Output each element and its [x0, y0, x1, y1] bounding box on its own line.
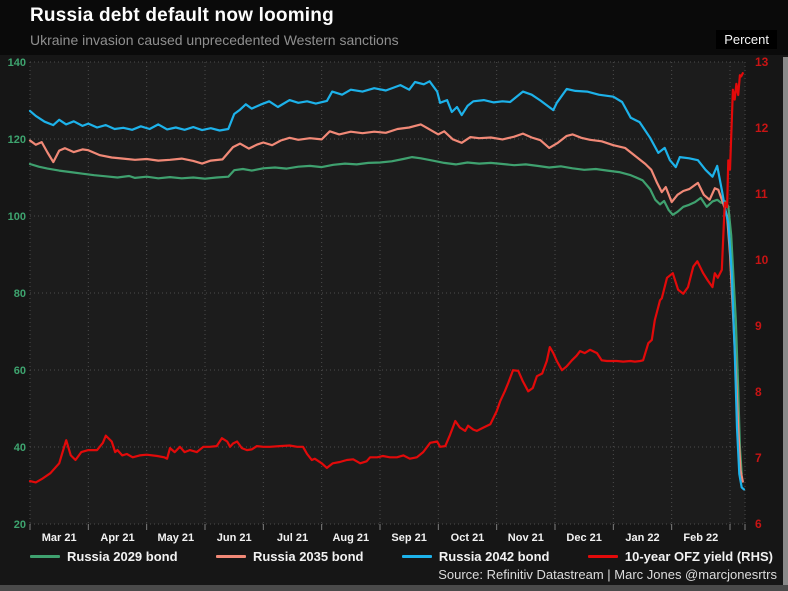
x-axis-tick-label: Oct 21: [451, 532, 485, 544]
series-line-10-year-ofz-yield-rhs-: [28, 72, 744, 484]
right-axis-tick-label: 13: [755, 55, 769, 69]
legend-item-russia-2029-bond: Russia 2029 bond: [30, 549, 178, 564]
right-axis-tick-label: 7: [755, 451, 762, 465]
x-axis-tick-label: May 21: [157, 532, 194, 544]
legend-swatch-green: [30, 554, 60, 558]
chart-svg: 140 120 100 80 60 40 20 13 12 11 10 9 8 7 6 Mar 21 Apr 2…: [8, 55, 769, 544]
plot-area: [30, 62, 745, 524]
x-axis-tick-label: Sep 21: [391, 532, 426, 544]
left-axis-tick-label: 140: [8, 57, 26, 69]
legend-label: Russia 2029 bond: [67, 548, 178, 564]
chart-title: Russia debt default now looming: [30, 5, 334, 26]
x-axis-tick-label: Mar 21: [42, 532, 77, 544]
left-axis-tick-label: 120: [8, 134, 26, 146]
legend: Russia 2029 bond Russia 2035 bond Russia…: [30, 547, 773, 565]
chart-header: [0, 0, 788, 55]
series-line-russia-2042-bond: [28, 80, 746, 491]
source-attribution: Source: Refinitiv Datastream | Marc Jone…: [438, 567, 777, 582]
x-axis-tick-label: Jul 21: [277, 532, 308, 544]
legend-label: Russia 2042 bond: [438, 548, 550, 564]
x-axis-tick-label: Aug 21: [332, 532, 369, 544]
x-axis-tick-label: Dec 21: [566, 532, 601, 544]
legend-swatch-cyan: [401, 554, 432, 558]
legend-item-russia-2042-bond: Russia 2042 bond: [401, 548, 550, 564]
scrollbar-vertical[interactable]: [783, 57, 788, 585]
right-axis-tick-label: 10: [755, 253, 769, 267]
right-axis-tick-label: 8: [755, 385, 762, 399]
legend-label: Russia 2035 bond: [252, 548, 364, 564]
left-axis-tick-label: 60: [14, 365, 26, 377]
left-axis-tick-label: 80: [14, 288, 26, 300]
x-axis-tick-label: Jan 22: [625, 532, 659, 544]
right-axis-title: Percent: [716, 30, 777, 49]
left-axis-tick-label: 100: [8, 211, 26, 223]
x-axis-tick-label: Jun 21: [217, 532, 252, 544]
x-axis-tick-label: Feb 22: [683, 532, 718, 544]
legend-swatch-salmon: [215, 554, 246, 558]
left-axis-tick-label: 40: [14, 442, 26, 454]
right-axis-tick-label: 6: [755, 517, 762, 531]
scrollbar-horizontal[interactable]: [0, 585, 788, 591]
right-axis-tick-label: 12: [755, 121, 769, 135]
legend-item-russia-2035-bond: Russia 2035 bond: [215, 548, 364, 564]
left-axis-tick-label: 20: [14, 519, 26, 531]
legend-label: 10-year OFZ yield (RHS): [624, 548, 773, 564]
series-line-russia-2035-bond: [28, 123, 744, 483]
series-line-russia-2029-bond: [28, 156, 743, 475]
legend-swatch-red: [587, 554, 618, 558]
x-axis-tick-label: Nov 21: [508, 532, 544, 544]
right-axis-tick-label: 9: [755, 319, 762, 333]
legend-item-ofz-yield: 10-year OFZ yield (RHS): [587, 548, 773, 564]
chart-subtitle: Ukraine invasion caused unprecedented We…: [30, 32, 399, 48]
right-axis-tick-label: 11: [755, 187, 768, 201]
x-axis-tick-label: Apr 21: [100, 532, 134, 544]
